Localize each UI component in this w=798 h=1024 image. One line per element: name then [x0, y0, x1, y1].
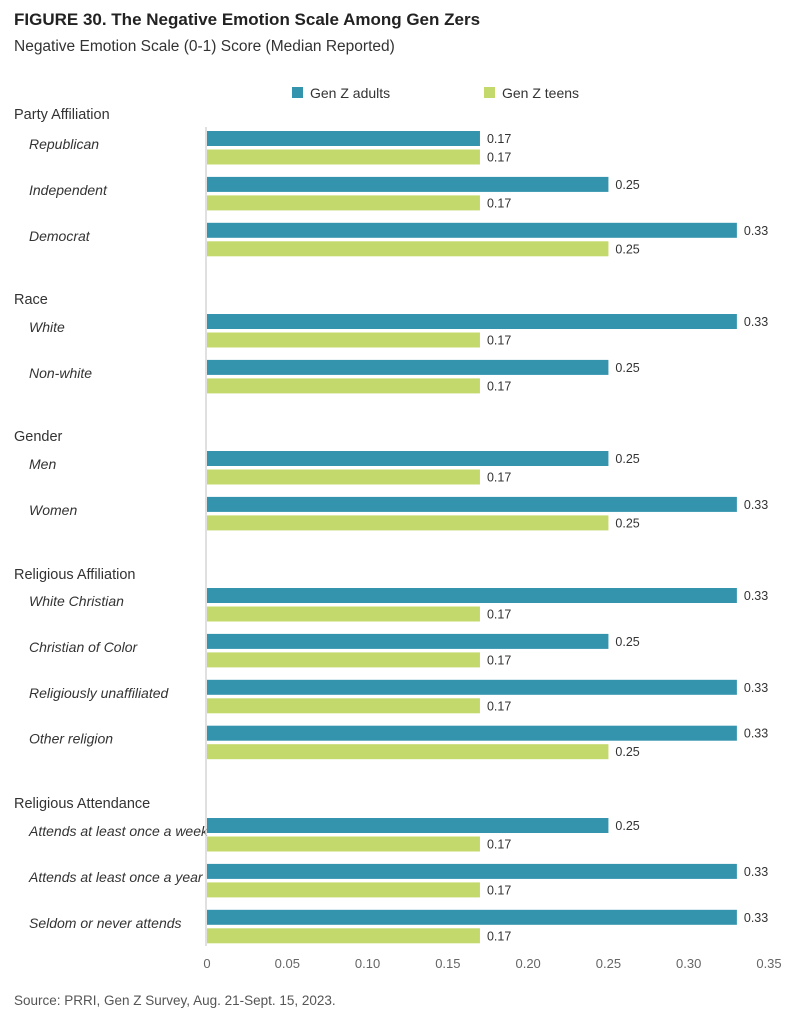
category-label: Democrat — [29, 228, 91, 244]
category-label: White — [29, 319, 65, 335]
value-label: 0.17 — [487, 929, 511, 943]
bar-teens — [207, 378, 480, 394]
value-label: 0.33 — [744, 589, 768, 603]
value-label: 0.25 — [615, 242, 639, 256]
x-tick-label: 0.15 — [435, 956, 460, 971]
x-tick-label: 0.25 — [596, 956, 621, 971]
value-label: 0.33 — [744, 681, 768, 695]
category-label: Other religion — [29, 731, 113, 747]
value-label: 0.33 — [744, 224, 768, 238]
bar-teens — [207, 149, 480, 165]
category-label: Seldom or never attends — [29, 915, 182, 931]
bar-teens — [207, 698, 480, 714]
value-label: 0.25 — [615, 516, 639, 530]
category-label: Christian of Color — [29, 639, 138, 655]
bar-teens — [207, 515, 609, 531]
category-label: Attends at least once a year — [28, 869, 204, 885]
bar-adults — [207, 909, 737, 925]
bar-adults — [207, 176, 609, 192]
bar-teens — [207, 469, 480, 485]
bar-adults — [207, 496, 737, 512]
bar-adults — [207, 818, 609, 833]
value-label: 0.33 — [744, 911, 768, 925]
bar-adults — [207, 588, 737, 603]
value-label: 0.25 — [615, 361, 639, 375]
category-label: Republican — [29, 136, 99, 152]
bar-teens — [207, 195, 480, 211]
group-label: Gender — [14, 429, 63, 445]
x-tick-label: 0.05 — [275, 956, 300, 971]
bar-adults — [207, 314, 737, 329]
source-note: Source: PRRI, Gen Z Survey, Aug. 21-Sept… — [14, 993, 336, 1008]
bar-adults — [207, 863, 737, 879]
group-label: Religious Affiliation — [14, 567, 135, 583]
bar-teens — [207, 928, 480, 944]
value-label: 0.17 — [487, 608, 511, 622]
x-tick-label: 0.30 — [676, 956, 701, 971]
bar-adults — [207, 679, 737, 695]
category-label: Attends at least once a week — [28, 823, 209, 839]
legend-label-0: Gen Z adults — [310, 85, 390, 101]
value-label: 0.17 — [487, 196, 511, 210]
x-tick-label: 0.20 — [515, 956, 540, 971]
bar-teens — [207, 836, 480, 852]
category-label: White Christian — [29, 593, 124, 609]
group-label: Party Affiliation — [14, 107, 110, 123]
bar-teens — [207, 241, 609, 257]
bar-adults — [207, 451, 609, 466]
bar-teens — [207, 744, 609, 760]
chart-subtitle: Negative Emotion Scale (0-1) Score (Medi… — [14, 38, 395, 55]
value-label: 0.33 — [744, 865, 768, 879]
bar-adults — [207, 633, 609, 649]
legend-label-1: Gen Z teens — [502, 85, 579, 101]
bar-adults — [207, 131, 480, 146]
value-label: 0.25 — [615, 819, 639, 833]
x-tick-label: 0.10 — [355, 956, 380, 971]
category-label: Independent — [29, 182, 108, 198]
value-label: 0.17 — [487, 653, 511, 667]
bar-teens — [207, 332, 480, 348]
value-label: 0.17 — [487, 883, 511, 897]
category-label: Men — [29, 456, 56, 472]
bar-adults — [207, 222, 737, 238]
bar-teens — [207, 882, 480, 898]
category-label: Women — [29, 502, 77, 518]
value-label: 0.17 — [487, 471, 511, 485]
value-label: 0.33 — [744, 727, 768, 741]
value-label: 0.17 — [487, 838, 511, 852]
bar-teens — [207, 652, 480, 668]
category-label: Religiously unaffiliated — [29, 685, 170, 701]
bar-adults — [207, 725, 737, 741]
bar-teens — [207, 606, 480, 622]
chart-title: FIGURE 30. The Negative Emotion Scale Am… — [14, 10, 481, 29]
category-label: Non-white — [29, 365, 92, 381]
value-label: 0.17 — [487, 379, 511, 393]
value-label: 0.33 — [744, 498, 768, 512]
group-label: Religious Attendance — [14, 796, 150, 812]
value-label: 0.17 — [487, 334, 511, 348]
legend-swatch-1 — [484, 87, 495, 98]
value-label: 0.17 — [487, 132, 511, 146]
value-label: 0.25 — [615, 452, 639, 466]
legend-swatch-0 — [292, 87, 303, 98]
value-label: 0.25 — [615, 635, 639, 649]
value-label: 0.17 — [487, 151, 511, 165]
x-tick-label: 0.35 — [756, 956, 781, 971]
group-label: Race — [14, 292, 48, 308]
value-label: 0.33 — [744, 315, 768, 329]
value-label: 0.25 — [615, 178, 639, 192]
value-label: 0.17 — [487, 699, 511, 713]
value-label: 0.25 — [615, 745, 639, 759]
bar-adults — [207, 359, 609, 375]
x-tick-label: 0 — [203, 956, 210, 971]
